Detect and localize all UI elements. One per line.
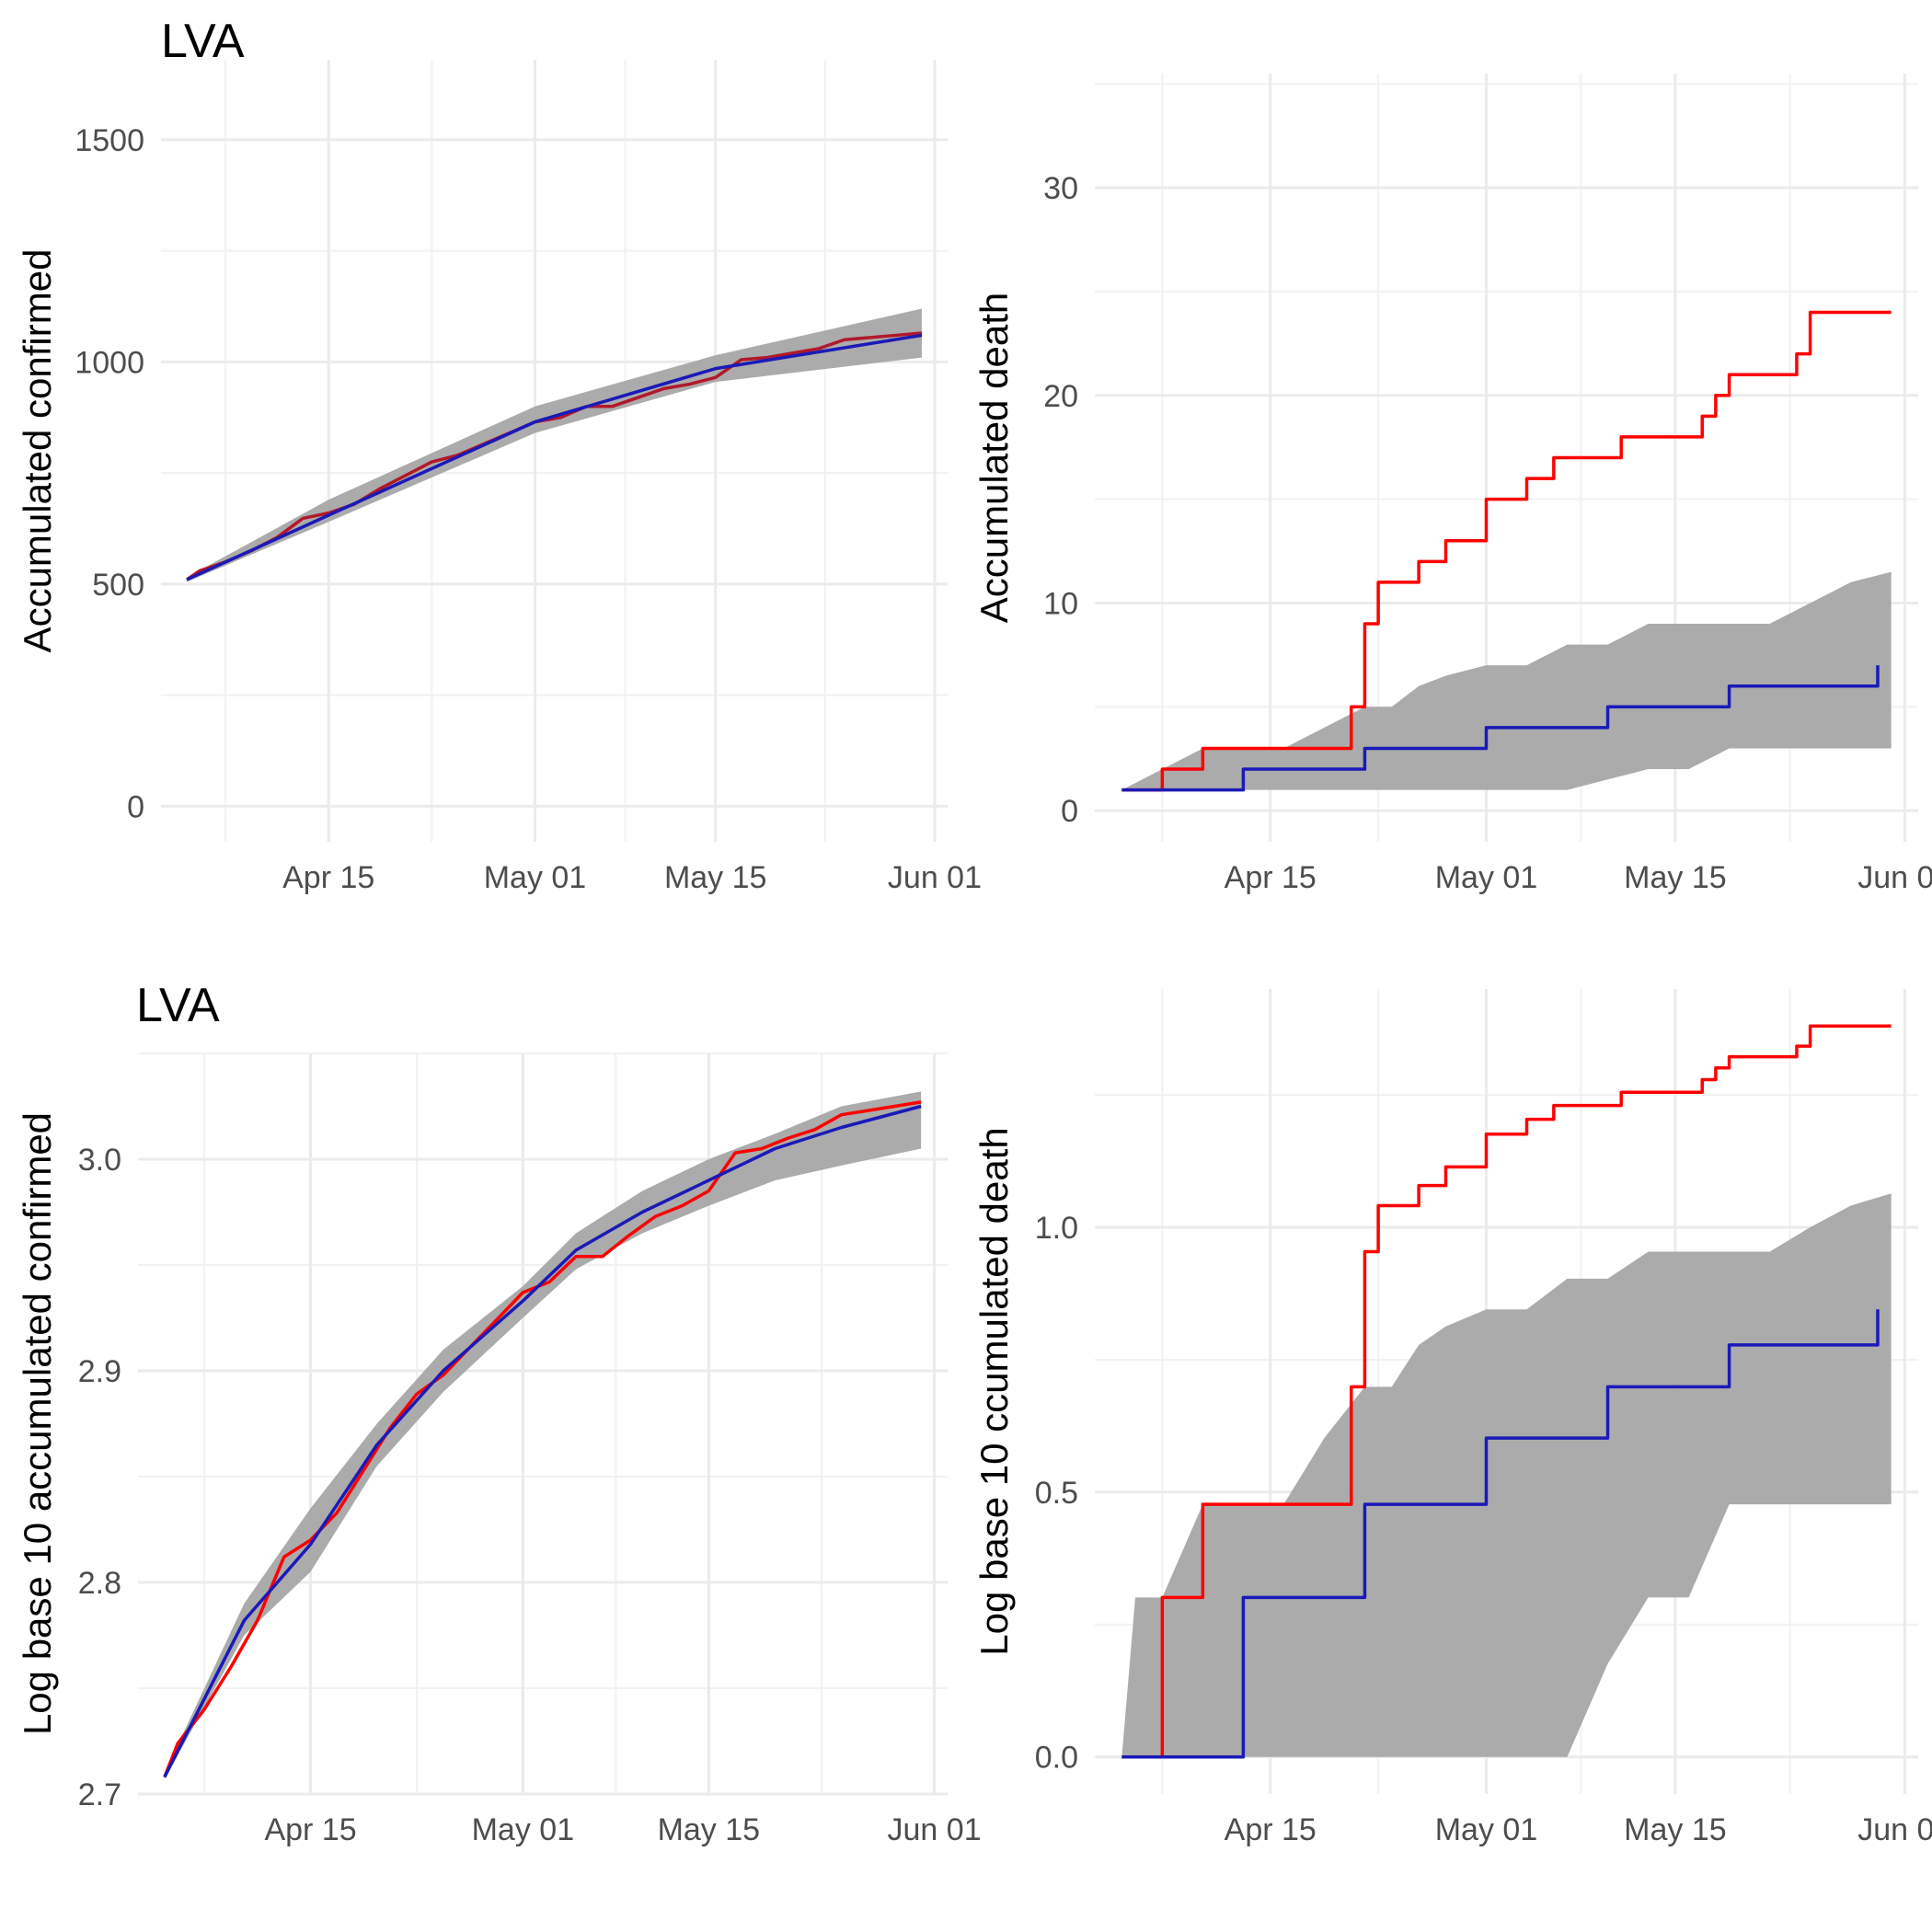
x-tick-label: Apr 15 [264, 1812, 356, 1847]
y-axis-title: Accumulated confirmed [16, 249, 59, 653]
x-tick-label: Apr 15 [1225, 860, 1317, 895]
y-tick-label: 10 [1043, 586, 1078, 621]
x-tick-label: May 15 [1624, 860, 1727, 895]
x-tick-label: May 01 [484, 860, 587, 895]
x-tick-label: Jun 01 [888, 1812, 982, 1847]
confidence-band [164, 1091, 922, 1779]
chart-panel-3: Apr 15 May 01 May 15 Jun 01 2.7 2.8 2.9 3.0 Log … [16, 979, 982, 1847]
y-tick-label: 1000 [75, 345, 144, 380]
x-tick-label: Apr 15 [1225, 1812, 1317, 1847]
x-tick-label: Jun 01 [1857, 860, 1932, 895]
y-tick-label: 0.0 [1035, 1741, 1078, 1776]
x-tick-label: Jun 01 [1857, 1812, 1932, 1847]
confidence-band [1121, 1193, 1892, 1757]
x-tick-label: May 01 [472, 1812, 575, 1847]
x-tick-label: May 15 [664, 860, 767, 895]
x-tick-label: May 01 [1435, 1812, 1538, 1847]
y-axis-title: Log base 10 ccumulated death [972, 1127, 1016, 1655]
confidence-band [1121, 571, 1892, 790]
fitted-series-line [1121, 1309, 1880, 1759]
fitted-series-line [186, 333, 923, 581]
y-tick-label: 3.0 [78, 1143, 121, 1178]
confidence-band [187, 308, 922, 582]
x-tick-label: Jun 01 [888, 860, 982, 895]
y-tick-label: 30 [1043, 171, 1078, 206]
y-tick-label: 500 [92, 568, 144, 603]
panel-title: LVA [136, 979, 220, 1032]
fitted-series-line [163, 1104, 922, 1778]
y-axis-title: Accumulated death [972, 293, 1016, 624]
observed-series-line [1121, 310, 1892, 792]
panel-title: LVA [161, 15, 245, 68]
y-tick-label: 20 [1043, 379, 1078, 414]
y-tick-label: 2.8 [78, 1566, 121, 1601]
y-tick-label: 0 [1061, 794, 1078, 829]
y-tick-label: 1.0 [1035, 1211, 1078, 1246]
chart-panel-4: Apr 15 May 01 May 15 Jun 01 0.0 0.5 1.0 Log bas… [972, 989, 1932, 1847]
y-axis-title: Log base 10 accumulated confirmed [16, 1112, 59, 1735]
y-tick-label: 2.7 [78, 1777, 121, 1812]
y-tick-label: 0 [127, 789, 144, 824]
observed-series-line [163, 1100, 922, 1778]
observed-series-line [1121, 1024, 1892, 1759]
x-tick-label: Apr 15 [282, 860, 374, 895]
chart-panel-1: Apr 15 May 01 May 15 Jun 01 0 500 1000 1500 Accu… [16, 15, 982, 895]
y-tick-label: 0.5 [1035, 1476, 1078, 1511]
x-tick-label: May 15 [1624, 1812, 1727, 1847]
y-tick-label: 2.9 [78, 1354, 121, 1389]
x-tick-label: May 15 [658, 1812, 761, 1847]
chart-panel-2: Apr 15 May 01 May 15 Jun 01 0 10 20 30 Accumulat… [972, 74, 1932, 895]
fitted-series-line [1121, 665, 1880, 792]
y-tick-label: 1500 [75, 123, 144, 158]
x-tick-label: May 01 [1435, 860, 1538, 895]
